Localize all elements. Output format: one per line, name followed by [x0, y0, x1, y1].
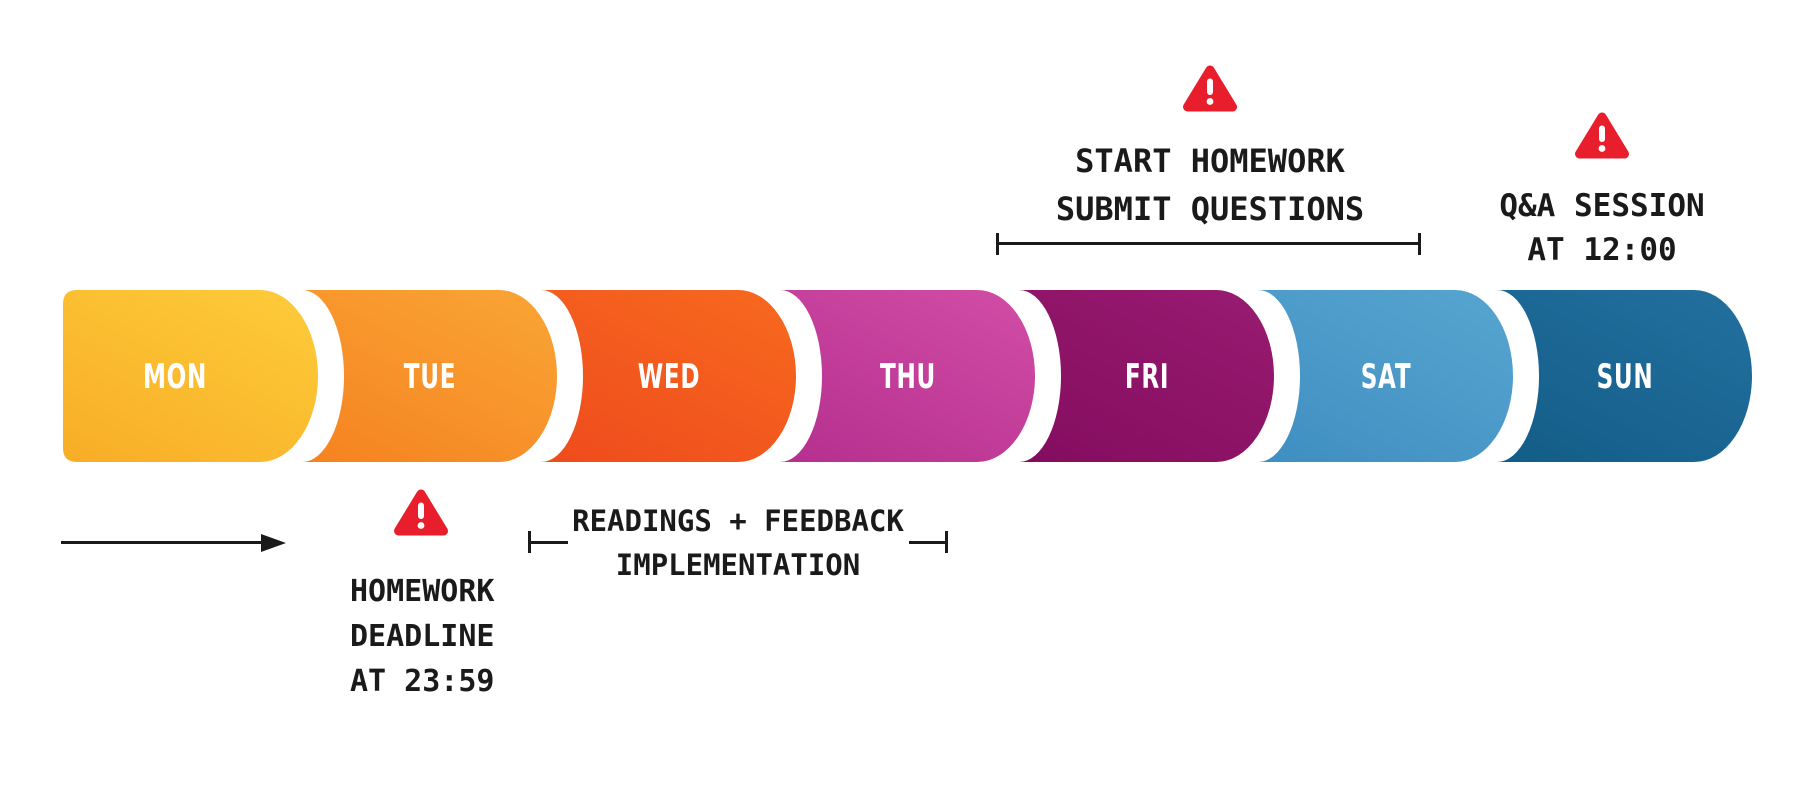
- day-segment-tue: [302, 290, 557, 462]
- day-label-sat: SAT: [1360, 357, 1412, 397]
- homework-deadline-label-line1: HOMEWORK: [350, 574, 495, 609]
- day-segment-fri: [1019, 290, 1274, 462]
- start-homework-label-line2: SUBMIT QUESTIONS: [1055, 190, 1365, 228]
- day-segment-wed: [541, 290, 796, 462]
- homework-deadline-label-line2: DEADLINE: [350, 619, 495, 654]
- day-label-tue: TUE: [403, 357, 457, 397]
- exclamation-bar: [1207, 78, 1213, 95]
- day-segment-sun: [1497, 290, 1752, 462]
- qa-session-label-line2: AT 12:00: [1527, 232, 1677, 268]
- range-tick-left: [528, 531, 531, 553]
- day-label-thu: THU: [880, 357, 936, 397]
- start-homework-label-line1: START HOMEWORK: [1075, 142, 1345, 180]
- exclamation-bar: [418, 502, 424, 519]
- exclamation-bar: [1599, 125, 1605, 142]
- readings-range-line-right: [909, 541, 947, 544]
- warning-triangle-icon: [1575, 112, 1629, 159]
- day-segment-thu: [780, 290, 1035, 462]
- range-tick-left: [996, 233, 999, 255]
- day-segment-sat: [1258, 290, 1513, 462]
- warning-triangle-icon: [394, 489, 448, 536]
- range-tick-right: [1418, 233, 1421, 255]
- readings-feedback-label-line2: IMPLEMENTATION: [615, 548, 861, 582]
- warning-triangle-icon: [1183, 65, 1237, 112]
- range-tick-right: [945, 531, 948, 553]
- day-label-sun: SUN: [1596, 357, 1654, 397]
- day-label-fri: FRI: [1124, 357, 1170, 397]
- readings-feedback-label-line1: READINGS + FEEDBACK: [572, 504, 904, 538]
- exclamation-dot: [417, 522, 425, 529]
- day-segment-mon: [63, 290, 318, 462]
- exclamation-dot: [1206, 98, 1214, 105]
- exclamation-dot: [1598, 145, 1606, 152]
- day-label-wed: WED: [637, 357, 701, 397]
- timeline-arrow-line: [61, 541, 265, 544]
- qa-session-label-line1: Q&A SESSION: [1499, 188, 1705, 224]
- homework-deadline-label-line3: AT 23:59: [350, 664, 495, 699]
- day-label-mon: MON: [142, 357, 208, 397]
- readings-range-line-left: [530, 541, 568, 544]
- start-homework-range-line: [998, 242, 1420, 245]
